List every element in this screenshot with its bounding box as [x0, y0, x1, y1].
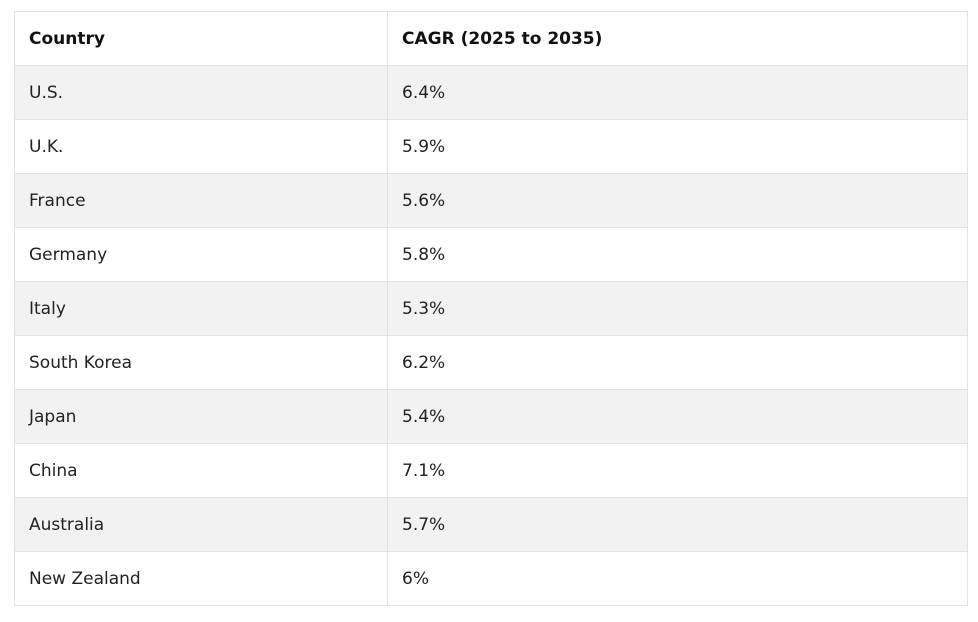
table-header: Country CAGR (2025 to 2035)	[14, 11, 968, 66]
table-container: Country CAGR (2025 to 2035) U.S. 6.4% U.…	[14, 11, 968, 606]
country-cell: Germany	[14, 227, 388, 282]
country-cell: Australia	[14, 497, 388, 552]
table-row: U.S. 6.4%	[14, 65, 968, 120]
table-row: Australia 5.7%	[14, 497, 968, 552]
country-cell: U.K.	[14, 119, 388, 174]
table-row: China 7.1%	[14, 443, 968, 498]
cagr-cell: 6%	[387, 551, 968, 606]
cagr-cell: 7.1%	[387, 443, 968, 498]
cagr-cell: 5.6%	[387, 173, 968, 228]
table-row: Japan 5.4%	[14, 389, 968, 444]
cagr-cell: 6.2%	[387, 335, 968, 390]
country-cell: New Zealand	[14, 551, 388, 606]
table-row: New Zealand 6%	[14, 551, 968, 606]
cagr-cell: 5.7%	[387, 497, 968, 552]
table-row: France 5.6%	[14, 173, 968, 228]
cagr-cell: 5.9%	[387, 119, 968, 174]
table-row: Germany 5.8%	[14, 227, 968, 282]
table-body: U.S. 6.4% U.K. 5.9% France 5.6% Germany …	[14, 65, 968, 606]
country-cell: Italy	[14, 281, 388, 336]
cagr-cell: 5.3%	[387, 281, 968, 336]
cagr-cell: 5.4%	[387, 389, 968, 444]
table-row: South Korea 6.2%	[14, 335, 968, 390]
header-row: Country CAGR (2025 to 2035)	[14, 11, 968, 66]
country-cell: Japan	[14, 389, 388, 444]
table-row: Italy 5.3%	[14, 281, 968, 336]
country-cell: China	[14, 443, 388, 498]
cagr-table: Country CAGR (2025 to 2035) U.S. 6.4% U.…	[14, 11, 968, 606]
header-country: Country	[14, 11, 388, 66]
country-cell: U.S.	[14, 65, 388, 120]
country-cell: France	[14, 173, 388, 228]
cagr-cell: 5.8%	[387, 227, 968, 282]
country-cell: South Korea	[14, 335, 388, 390]
cagr-cell: 6.4%	[387, 65, 968, 120]
table-row: U.K. 5.9%	[14, 119, 968, 174]
header-cagr: CAGR (2025 to 2035)	[387, 11, 968, 66]
